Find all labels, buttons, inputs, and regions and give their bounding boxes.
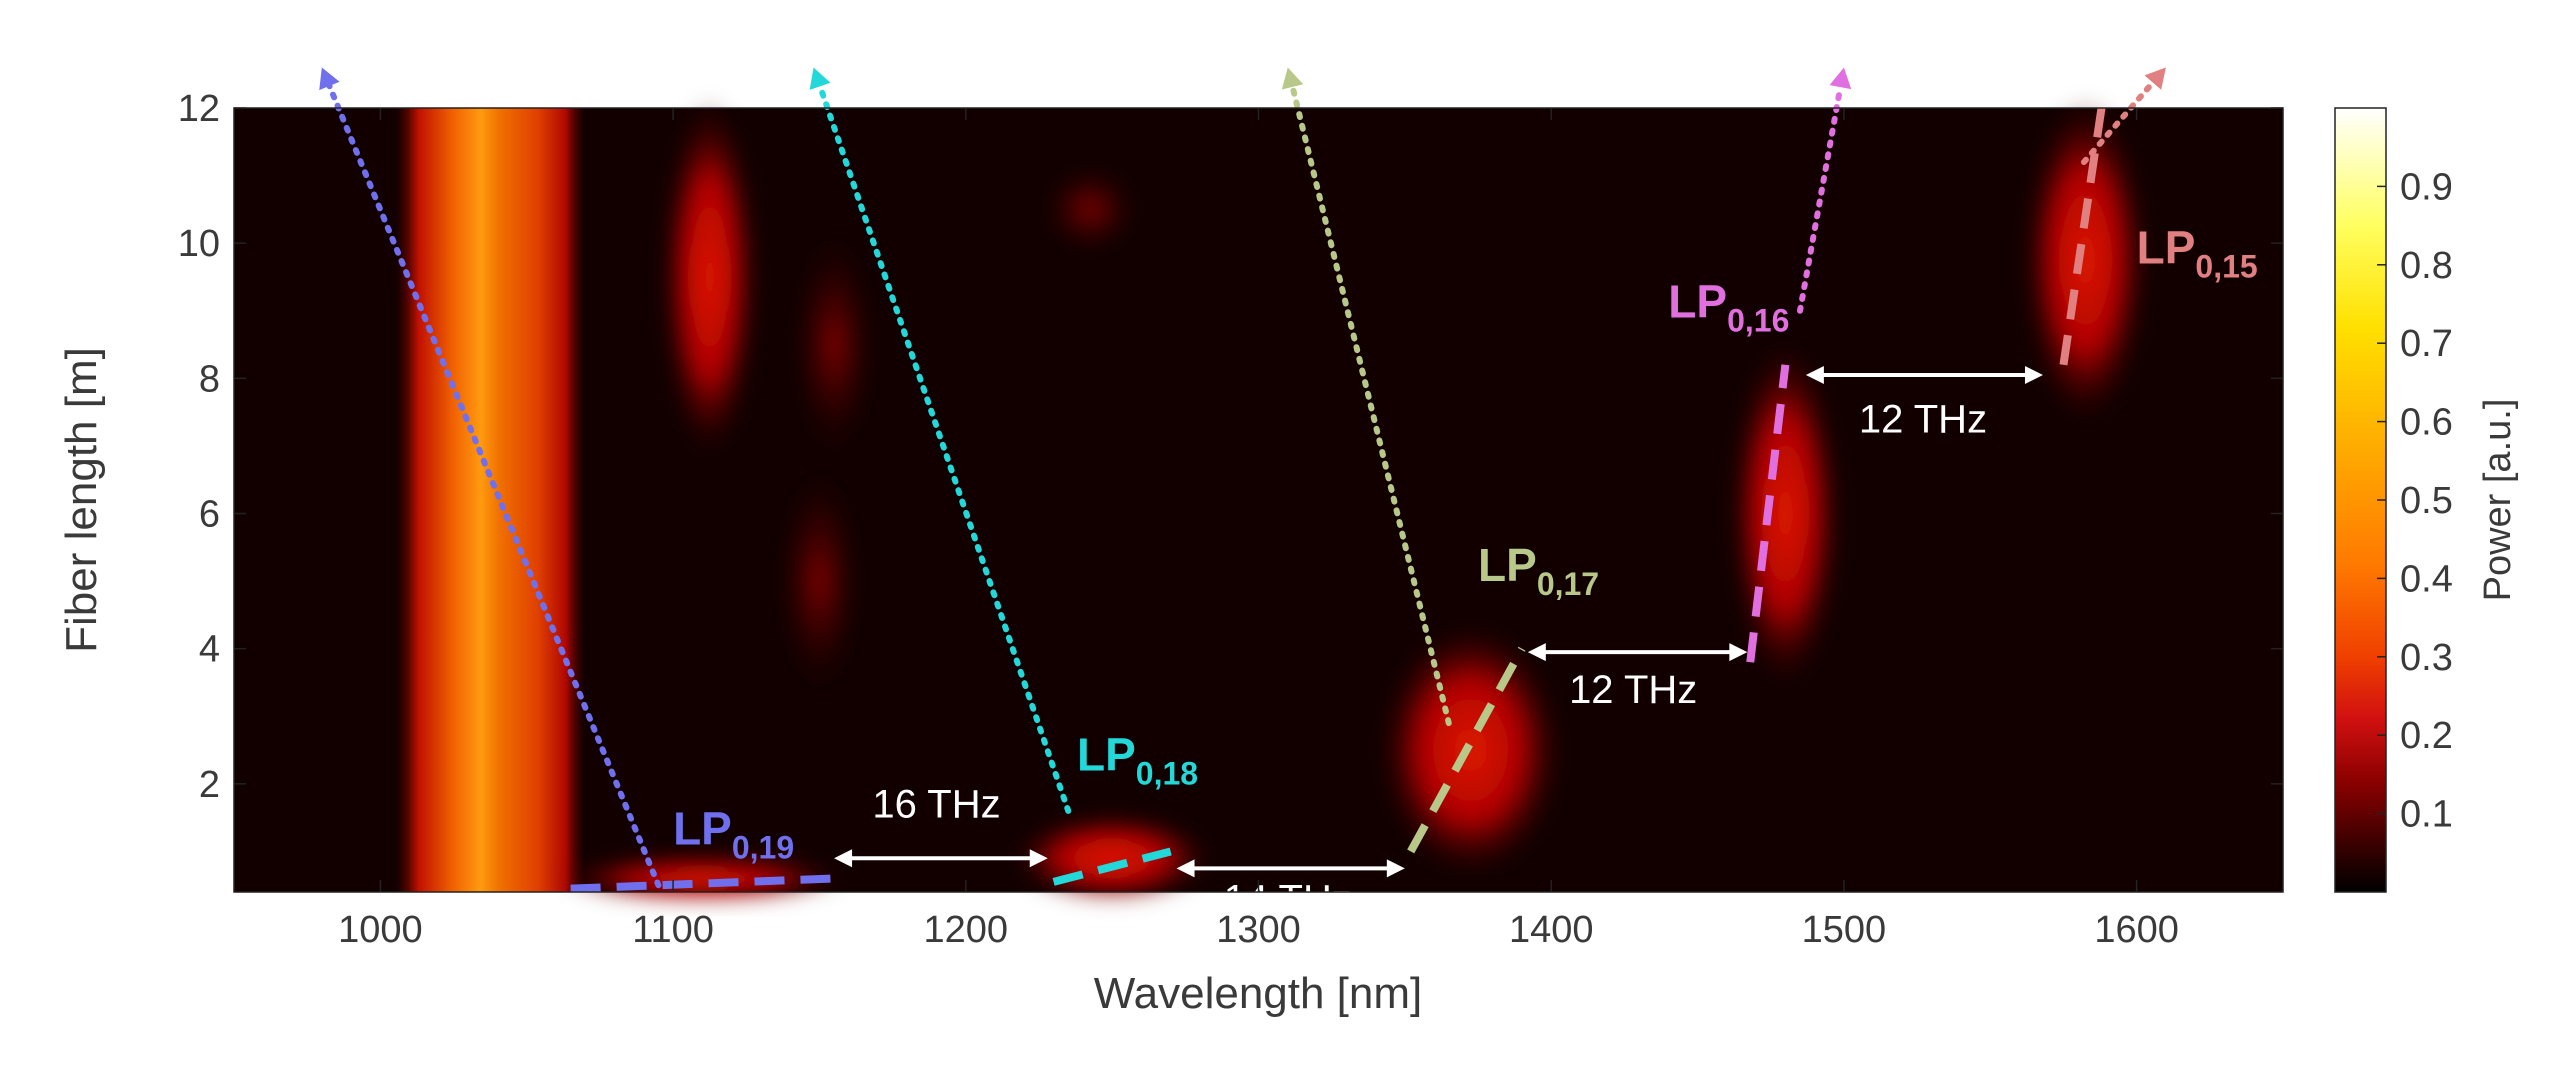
spacing-arrowhead-right-0 [1029, 849, 1048, 868]
colorbar-tick-label: 0.3 [2400, 637, 2453, 679]
y-tick-label: 4 [199, 629, 220, 671]
colorbar-tick-label: 0.2 [2400, 715, 2453, 757]
trajectory-arrowhead-0-18 [809, 67, 831, 90]
trajectory-line-0-19 [326, 82, 662, 889]
mode-label-0-17: LP0,17 [1478, 539, 1599, 602]
y-axis: 2 4 6 8 10 12 [178, 88, 2283, 806]
trajectory-arrowhead-0-19 [319, 67, 340, 91]
x-tick-label: 1500 [1802, 909, 1887, 951]
mode-label-main: LP [1668, 276, 1727, 328]
mode-dashed-0-17 [1407, 646, 1526, 854]
spacing-arrowhead-left-3 [1805, 365, 1824, 384]
trajectory-arrowhead-0-15 [2144, 67, 2166, 90]
spacing-arrows: 16 THz 14 THz 12 THz 12 THz [834, 365, 2043, 921]
spacing-arrowhead-left-1 [1176, 859, 1195, 878]
spacing-arrowhead-right-3 [2024, 365, 2043, 384]
trajectory-line-0-15 [2080, 79, 2156, 166]
colorbar-tick-label: 0.7 [2400, 323, 2453, 365]
x-tick-label: 1200 [924, 909, 1009, 951]
colorbar-tick-label: 0.4 [2400, 558, 2453, 600]
y-tick-label: 8 [199, 358, 220, 400]
y-tick-label: 12 [178, 88, 220, 130]
heat-region-lp015-band [2024, 98, 2147, 423]
mode-dashed-lines [570, 107, 2106, 893]
spacing-arrowhead-right-1 [1386, 859, 1405, 878]
mode-label-main: LP [1478, 539, 1537, 591]
x-tick-label: 1100 [632, 909, 714, 951]
mode-label-subscript: 0,19 [732, 830, 794, 866]
x-axis: 1000 1100 1200 1300 1400 1500 1600 [338, 108, 2179, 951]
mode-label-subscript: 0,18 [1136, 755, 1198, 791]
mode-label-main: LP [2137, 221, 2196, 273]
trajectory-line-0-17 [1289, 83, 1452, 727]
colorbar-label: Power [a.u.] [2477, 399, 2519, 602]
colorbar-ticks: 0.1 0.2 0.3 0.4 0.5 0.6 0.7 0.8 0.9 [2377, 166, 2453, 836]
x-axis-label: Wavelength [nm] [1094, 969, 1423, 1018]
mode-label-0-19: LP0,19 [673, 803, 794, 866]
x-tick-label: 1300 [1216, 909, 1301, 951]
spacing-label-1: 14 THz [1224, 877, 1352, 921]
spacing-arrowhead-right-2 [1729, 643, 1748, 662]
colorbar-tick-label: 0.6 [2400, 402, 2453, 444]
y-tick-label: 6 [199, 494, 220, 536]
mode-label-0-16: LP0,16 [1668, 276, 1789, 339]
heat-region-pump-band [395, 108, 585, 892]
spacing-label-0: 16 THz [872, 783, 1000, 827]
mode-label-0-18: LP0,18 [1077, 728, 1198, 791]
mode-label-0-15: LP0,15 [2137, 221, 2258, 284]
colorbar-tick-label: 0.5 [2400, 480, 2453, 522]
y-tick-label: 2 [199, 764, 220, 806]
x-tick-label: 1400 [1509, 909, 1594, 951]
mode-trajectory-lines [319, 67, 2166, 889]
colorbar-tick-label: 0.8 [2400, 245, 2453, 287]
mode-dashed-0-16 [1746, 364, 1790, 663]
y-axis-label: Fiber length [m] [57, 347, 106, 653]
colorbar-tick-label: 0.1 [2400, 794, 2453, 836]
x-tick-label: 1000 [338, 909, 423, 951]
colorbar-tick-label: 0.9 [2400, 166, 2453, 208]
heat-region-lp016-band [1731, 341, 1840, 686]
heat-region-blob-1155-upper [794, 233, 874, 456]
mode-label-main: LP [673, 803, 732, 855]
heat-region-blob-1150-lower [780, 469, 859, 693]
spacing-label-2: 12 THz [1569, 668, 1697, 712]
trajectory-line-0-16 [1797, 84, 1844, 314]
mode-label-main: LP [1077, 728, 1136, 780]
heat-region-blob-1110 [663, 98, 757, 456]
mode-label-subscript: 0,16 [1727, 303, 1789, 339]
mode-label-subscript: 0,17 [1537, 566, 1599, 602]
spacing-arrowhead-left-0 [834, 849, 853, 868]
trajectory-arrowhead-0-16 [1829, 67, 1852, 90]
spacing-arrowhead-left-2 [1527, 643, 1546, 662]
x-tick-label: 1600 [2094, 909, 2179, 951]
mode-label-subscript: 0,15 [2195, 248, 2257, 284]
trajectory-arrowhead-0-17 [1281, 67, 1304, 90]
mode-dashed-0-18 [1052, 847, 1172, 886]
y-tick-label: 10 [178, 223, 220, 265]
spacing-label-3: 12 THz [1859, 397, 1987, 441]
heat-region-blob-1240 [1043, 165, 1137, 254]
trajectory-line-0-18 [817, 83, 1072, 814]
